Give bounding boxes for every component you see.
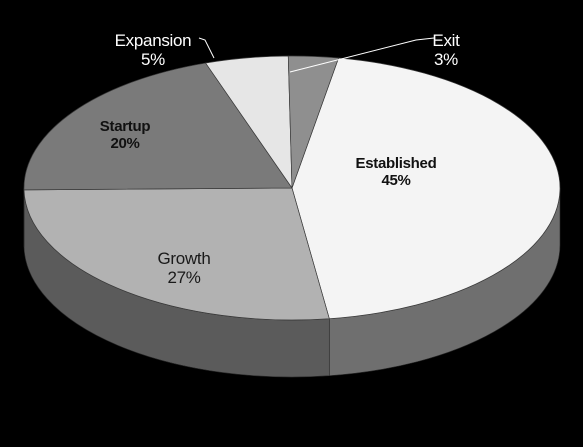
- leader-lines: [198, 37, 435, 73]
- slice-label-startup: Startup 20%: [100, 118, 151, 152]
- slice-name-exit: Exit: [432, 31, 460, 50]
- pie-slice-startup: [23, 62, 293, 191]
- pie-slice-exit: [287, 55, 340, 189]
- slice-value-established: 45%: [381, 172, 410, 189]
- slice-label-growth: Growth 27%: [158, 249, 211, 287]
- slice-value-startup: 20%: [110, 135, 139, 152]
- slice-name-established: Established: [356, 155, 437, 172]
- slice-name-growth: Growth: [158, 249, 211, 268]
- slice-name-startup: Startup: [100, 118, 151, 135]
- slice-value-exit: 3%: [434, 50, 458, 69]
- slice-labels: Established 45% Growth 27% Startup 20% Expansi…: [100, 31, 461, 287]
- pie-slice-established: [291, 57, 561, 320]
- slice-label-expansion: Expansion 5%: [115, 31, 192, 69]
- pie-slices: [23, 55, 561, 321]
- pie-slice-growth: [23, 187, 330, 321]
- slice-value-growth: 27%: [167, 268, 200, 287]
- leader-line-expansion: [198, 37, 215, 59]
- slice-label-exit: Exit 3%: [432, 31, 460, 69]
- slice-label-established: Established 45%: [356, 155, 437, 189]
- leader-line-exit: [289, 37, 435, 73]
- slice-name-expansion: Expansion: [115, 31, 192, 50]
- slice-value-expansion: 5%: [141, 50, 165, 69]
